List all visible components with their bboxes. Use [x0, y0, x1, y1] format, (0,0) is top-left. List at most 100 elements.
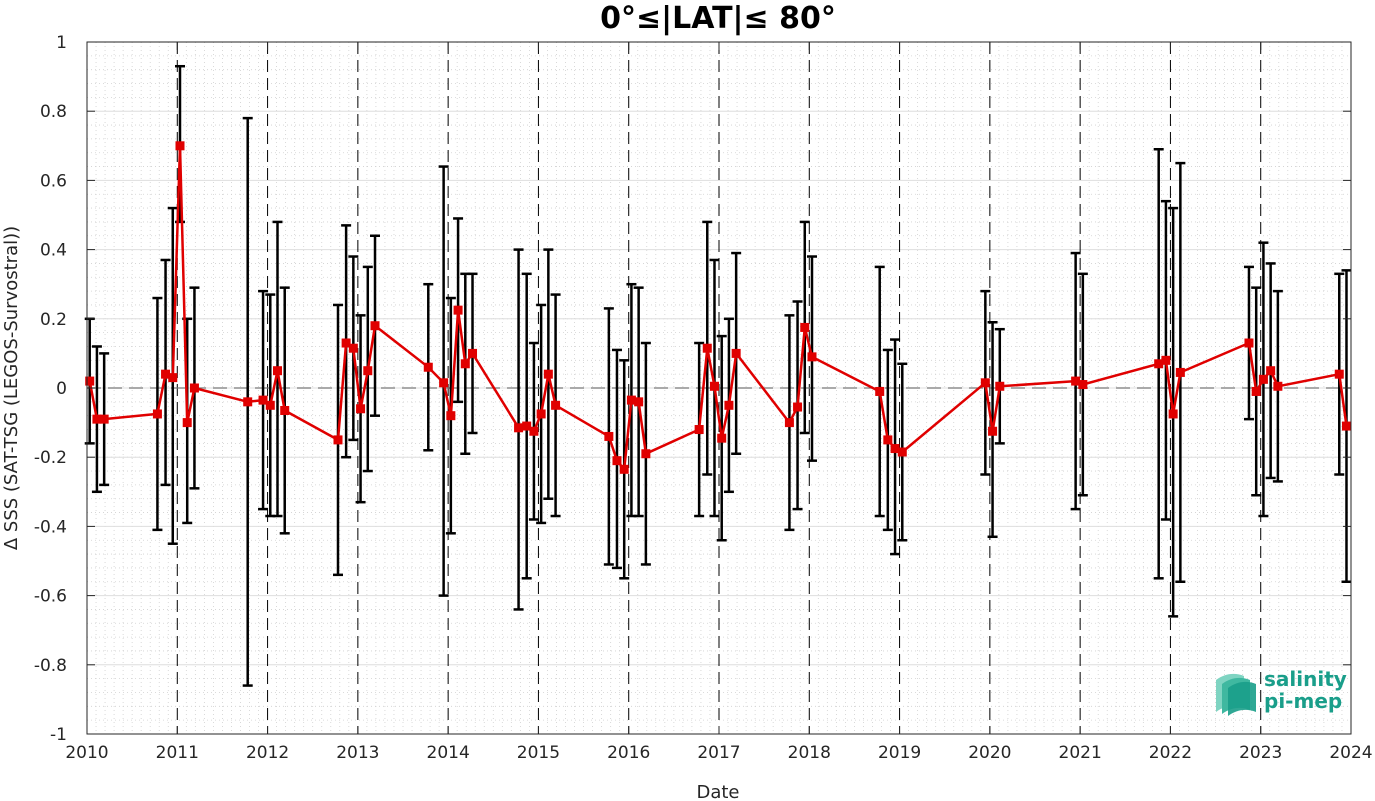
data-point-marker — [85, 376, 95, 386]
data-point-marker — [694, 425, 704, 435]
data-point-marker — [363, 366, 373, 376]
y-tick-label: -0.2 — [34, 448, 67, 468]
x-tick-label: 2015 — [517, 743, 560, 763]
data-point-marker — [709, 381, 719, 391]
data-point-marker — [175, 141, 185, 151]
salinity-pi-mep-logo: salinity pi-mep — [1216, 667, 1347, 716]
data-point-marker — [793, 402, 803, 412]
x-tick-label: 2020 — [968, 743, 1011, 763]
x-tick-label: 2010 — [65, 743, 108, 763]
x-tick-label: 2018 — [788, 743, 831, 763]
y-tick-label: 0.8 — [40, 102, 67, 122]
data-point-marker — [641, 449, 651, 459]
x-tick-label: 2012 — [246, 743, 289, 763]
data-point-marker — [265, 400, 275, 410]
data-point-marker — [988, 426, 998, 436]
data-point-marker — [1334, 369, 1344, 379]
data-point-marker — [702, 343, 712, 353]
data-point-marker — [995, 381, 1005, 391]
data-point-marker — [612, 456, 622, 466]
y-tick-label: 0 — [56, 379, 67, 399]
x-tick-label: 2022 — [1149, 743, 1192, 763]
data-point-marker — [370, 321, 380, 331]
data-point-marker — [168, 373, 178, 383]
data-point-marker — [189, 383, 199, 393]
data-point-marker — [258, 395, 268, 405]
y-tick-label: -0.6 — [34, 587, 67, 607]
data-point-marker — [356, 404, 366, 414]
logo-waves-icon — [1216, 673, 1256, 716]
y-tick-label: -0.8 — [34, 656, 67, 676]
data-point-marker — [446, 411, 456, 421]
data-point-marker — [1175, 367, 1185, 377]
data-point-marker — [619, 464, 629, 474]
x-tick-label: 2016 — [607, 743, 650, 763]
data-point-marker — [724, 400, 734, 410]
data-point-marker — [1273, 381, 1283, 391]
data-point-marker — [1244, 338, 1254, 348]
data-point-marker — [1161, 355, 1171, 365]
x-tick-label: 2011 — [156, 743, 199, 763]
x-tick-label: 2024 — [1329, 743, 1372, 763]
data-point-marker — [439, 378, 449, 388]
y-tick-label: 0.4 — [40, 241, 67, 261]
data-point-marker — [182, 418, 192, 428]
x-tick-label: 2013 — [336, 743, 379, 763]
data-point-marker — [1266, 366, 1276, 376]
data-point-marker — [784, 418, 794, 428]
data-point-marker — [897, 447, 907, 457]
x-axis-label: Date — [696, 782, 739, 801]
data-point-marker — [551, 400, 561, 410]
data-point-marker — [453, 305, 463, 315]
y-tick-label: 0.6 — [40, 171, 67, 191]
data-point-marker — [800, 322, 810, 332]
axis-ticks — [86, 41, 1352, 735]
y-tick-label: 1 — [56, 33, 67, 53]
data-point-marker — [604, 431, 614, 441]
data-point-marker — [807, 352, 817, 362]
x-tick-label: 2017 — [697, 743, 740, 763]
data-point-marker — [1341, 421, 1351, 431]
data-point-marker — [1078, 380, 1088, 390]
data-point-marker — [634, 397, 644, 407]
y-tick-label: -0.4 — [34, 517, 67, 537]
data-point-marker — [514, 423, 524, 433]
data-point-marker — [1168, 409, 1178, 419]
x-tick-labels: 2010 2011 2012 2013 2014 2015 2016 2017 2018 2019… — [65, 743, 1372, 763]
y-tick-labels: -1 -0.8 -0.6 -0.4 -0.2 0 0.2 0.4 0.6 0.8 1 — [34, 33, 67, 745]
data-point-marker — [243, 397, 253, 407]
y-tick-label: -1 — [50, 725, 67, 745]
y-axis-label: Δ SSS (SAT-TSG (LEGOS-Survostral)) — [1, 226, 22, 550]
x-tick-label: 2023 — [1239, 743, 1282, 763]
data-point-marker — [883, 435, 893, 445]
x-tick-label: 2014 — [427, 743, 470, 763]
data-point-marker — [460, 359, 470, 369]
data-point-marker — [529, 426, 539, 436]
logo-line1: salinity — [1264, 667, 1347, 691]
data-point-marker — [1251, 386, 1261, 396]
data-point-marker — [731, 348, 741, 358]
data-point-marker — [99, 414, 109, 424]
data-point-marker — [468, 348, 478, 358]
data-point-marker — [717, 433, 727, 443]
data-point-marker — [280, 405, 290, 415]
data-point-marker — [536, 409, 546, 419]
data-point-marker — [273, 366, 283, 376]
data-point-marker — [875, 386, 885, 396]
y-tick-label: 0.2 — [40, 310, 67, 330]
data-point-marker — [980, 378, 990, 388]
x-tick-label: 2021 — [1059, 743, 1102, 763]
x-tick-label: 2019 — [878, 743, 921, 763]
data-point-marker — [543, 369, 553, 379]
data-point-marker — [333, 435, 343, 445]
data-point-marker — [423, 362, 433, 372]
chart-title: 0°≤|LAT|≤ 80° — [600, 1, 836, 36]
data-markers — [85, 141, 1351, 474]
data-point-marker — [152, 409, 162, 419]
data-point-marker — [348, 343, 358, 353]
data-point-marker — [341, 338, 351, 348]
logo-line2: pi-mep — [1264, 689, 1342, 713]
data-point-marker — [1258, 374, 1268, 384]
data-point-marker — [522, 421, 532, 431]
